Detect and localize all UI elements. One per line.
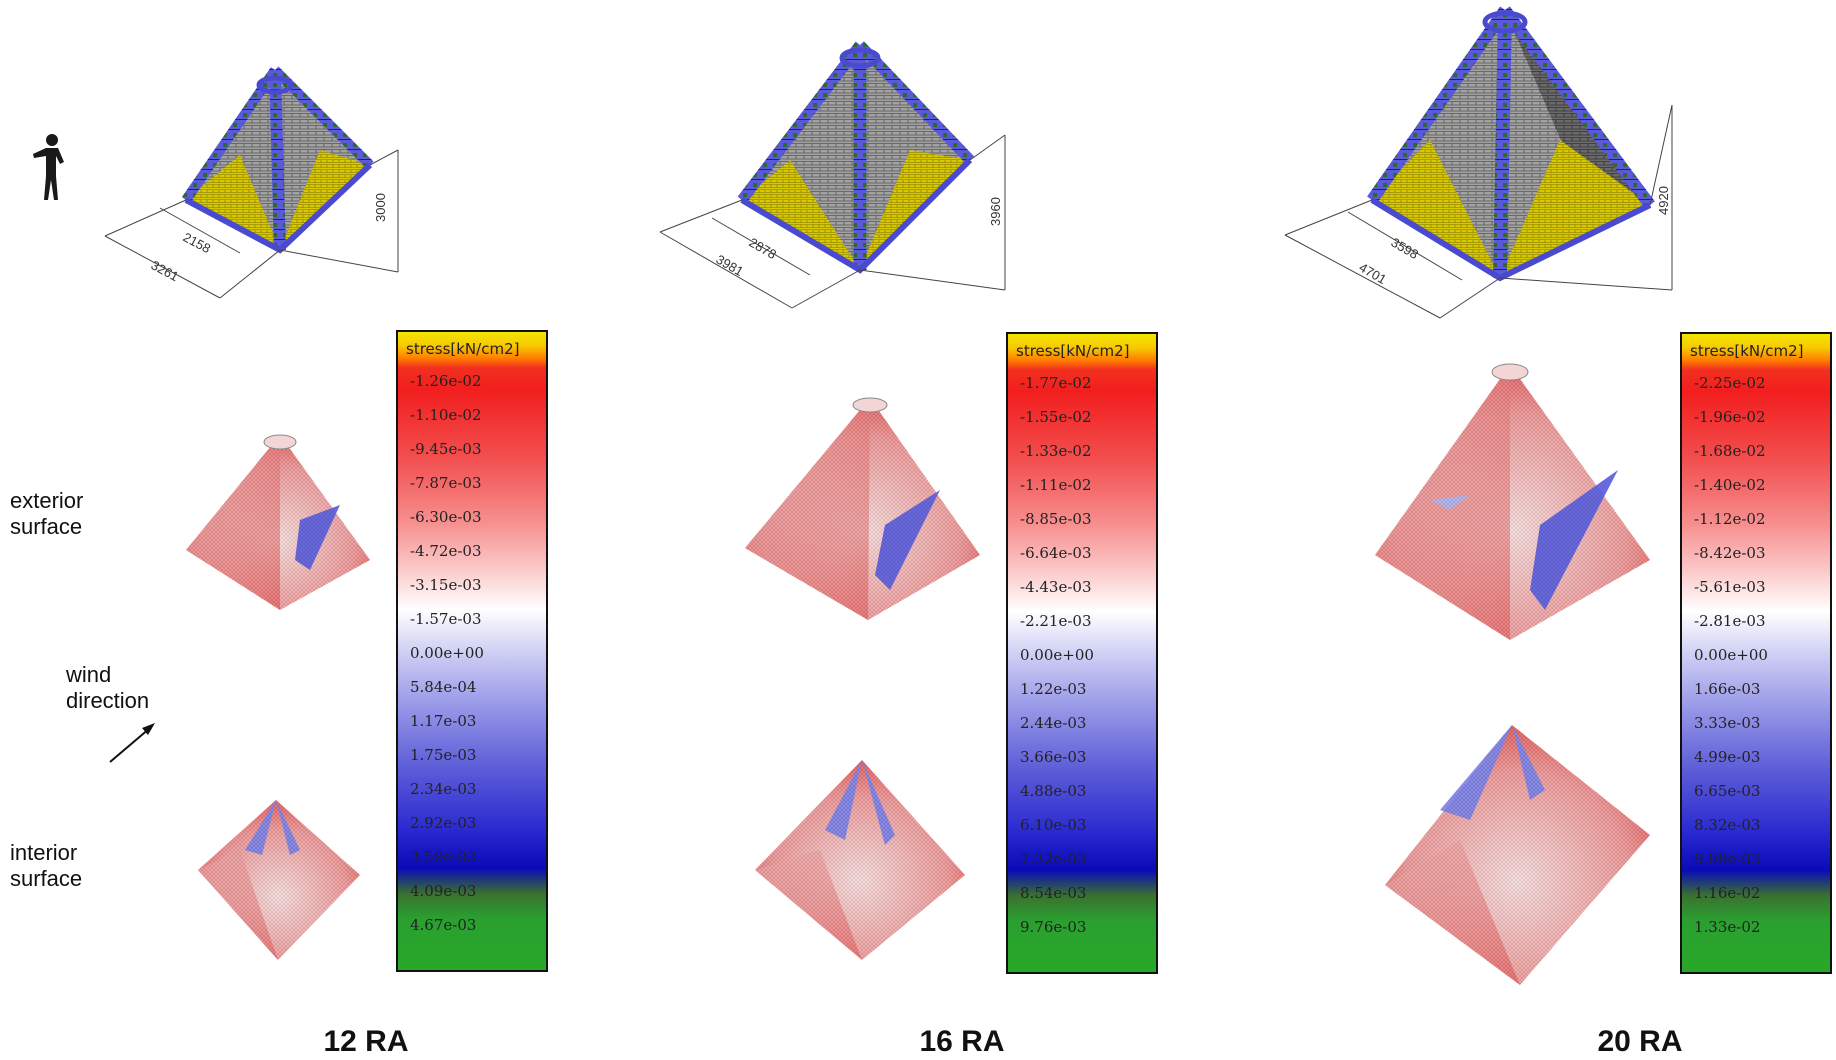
legend-tick-label: 1.22e-03: [1020, 680, 1087, 698]
legend-tick-label: 2.34e-03: [410, 780, 477, 798]
human-figure-icon: [33, 134, 64, 200]
dim-height-12ra: 3000: [373, 193, 388, 222]
legend-tick-label: 1.17e-03: [410, 712, 477, 730]
legend-tick-label: -1.12e-02: [1694, 510, 1766, 528]
legend-tick-label: 1.16e-02: [1694, 884, 1761, 902]
legend-tick-label: 4.99e-03: [1694, 748, 1761, 766]
legend-tick-label: 2.44e-03: [1020, 714, 1087, 732]
legend-tick-label: -1.11e-02: [1020, 476, 1092, 494]
legend-tick-label: -1.40e-02: [1694, 476, 1766, 494]
legend-tick-label: 9.98e-03: [1694, 850, 1761, 868]
legend-tick-label: -1.33e-02: [1020, 442, 1092, 460]
legend-tick-label: 1.33e-02: [1694, 918, 1761, 936]
legend-tick-label: -1.10e-02: [410, 406, 482, 424]
interior-surface-label: interior surface: [10, 840, 83, 891]
dimension-lines-12ra: [104, 149, 399, 299]
legend-tick-label: 0.00e+00: [1020, 646, 1094, 664]
dim-outer-12ra: 3261: [149, 257, 182, 284]
dimension-lines-16ra: [659, 134, 1006, 309]
legend-tick-label: -1.96e-02: [1694, 408, 1766, 426]
legend-tick-label: 4.67e-03: [410, 916, 477, 934]
model-label-12ra: 12 RA: [323, 1025, 409, 1058]
legend-tick-label: 1.66e-03: [1694, 680, 1761, 698]
legend-tick-label: -7.87e-03: [410, 474, 482, 492]
exterior-surface-label: exterior surface: [10, 488, 84, 539]
legend-tick-label: -2.25e-02: [1694, 374, 1766, 392]
legend-tick-label: 0.00e+00: [410, 644, 484, 662]
stress-legend-20ra: stress[kN/cm2] -2.25e-02 -1.96e-02 -1.68e-…: [1680, 332, 1832, 974]
legend-tick-label: -8.85e-03: [1020, 510, 1092, 528]
legend-tick-label: 9.76e-03: [1020, 918, 1087, 936]
dim-inner-16ra: 2878: [747, 235, 780, 262]
legend-tick-label: 3.66e-03: [1020, 748, 1087, 766]
dim-outer-16ra: 3981: [714, 252, 747, 279]
model-label-20ra: 20 RA: [1597, 1025, 1683, 1058]
stress-legend-12ra: stress[kN/cm2] -1.26e-02 -1.10e-02 -9.45e-…: [396, 330, 548, 972]
stress-exterior-12ra: [186, 434, 370, 610]
legend-tick-label: 8.54e-03: [1020, 884, 1087, 902]
stress-interior-12ra: [198, 800, 360, 960]
legend-tick-label: -1.26e-02: [410, 372, 482, 390]
dim-height-20ra: 4920: [1656, 186, 1671, 215]
brick-model-16ra: [737, 41, 974, 274]
brick-model-12ra: [181, 66, 374, 254]
legend-tick-label: 8.32e-03: [1694, 816, 1761, 834]
legend-tick-label: 6.65e-03: [1694, 782, 1761, 800]
dim-inner-12ra: 2158: [181, 229, 214, 256]
model-label-16ra: 16 RA: [919, 1025, 1005, 1058]
legend-tick-label: 3.33e-03: [1694, 714, 1761, 732]
stress-exterior-16ra: [745, 397, 980, 620]
legend-tick-label: 7.32e-03: [1020, 850, 1087, 868]
legend-tick-label: -6.64e-03: [1020, 544, 1092, 562]
legend-tick-label: -6.30e-03: [410, 508, 482, 526]
brick-model-20ra: [1367, 6, 1655, 282]
dim-height-16ra: 3960: [988, 197, 1003, 226]
legend-tick-label: -1.57e-03: [410, 610, 482, 628]
legend-tick-label: 5.84e-04: [410, 678, 477, 696]
stress-exterior-20ra: [1375, 363, 1650, 640]
stress-legend-16ra: stress[kN/cm2] -1.77e-02 -1.55e-02 -1.33e-…: [1006, 332, 1158, 974]
stress-interior-16ra: [755, 760, 965, 960]
legend-tick-label: -5.61e-03: [1694, 578, 1766, 596]
legend-tick-label: -9.45e-03: [410, 440, 482, 458]
legend-tick-label: 0.00e+00: [1694, 646, 1768, 664]
dimension-lines-20ra: [1284, 104, 1673, 319]
dim-inner-20ra: 3598: [1389, 235, 1422, 262]
legend-title: stress[kN/cm2]: [1016, 342, 1130, 360]
legend-tick-label: 4.88e-03: [1020, 782, 1087, 800]
legend-tick-label: -4.72e-03: [410, 542, 482, 560]
legend-title: stress[kN/cm2]: [406, 340, 520, 358]
legend-tick-label: -1.77e-02: [1020, 374, 1092, 392]
legend-title: stress[kN/cm2]: [1690, 342, 1804, 360]
legend-tick-label: 1.75e-03: [410, 746, 477, 764]
legend-tick-label: -3.15e-03: [410, 576, 482, 594]
legend-tick-label: -2.21e-03: [1020, 612, 1092, 630]
legend-tick-label: 3.50e-03: [410, 848, 477, 866]
wind-arrow-icon: [109, 723, 155, 763]
legend-tick-label: 2.92e-03: [410, 814, 477, 832]
legend-tick-label: 4.09e-03: [410, 882, 477, 900]
legend-tick-label: -8.42e-03: [1694, 544, 1766, 562]
legend-tick-label: -1.68e-02: [1694, 442, 1766, 460]
legend-tick-label: -2.81e-03: [1694, 612, 1766, 630]
wind-direction-label: wind direction: [66, 662, 150, 713]
legend-tick-label: 6.10e-03: [1020, 816, 1087, 834]
stress-interior-20ra: [1385, 725, 1650, 985]
dim-outer-20ra: 4701: [1357, 260, 1390, 287]
legend-tick-label: -1.55e-02: [1020, 408, 1092, 426]
legend-tick-label: -4.43e-03: [1020, 578, 1092, 596]
